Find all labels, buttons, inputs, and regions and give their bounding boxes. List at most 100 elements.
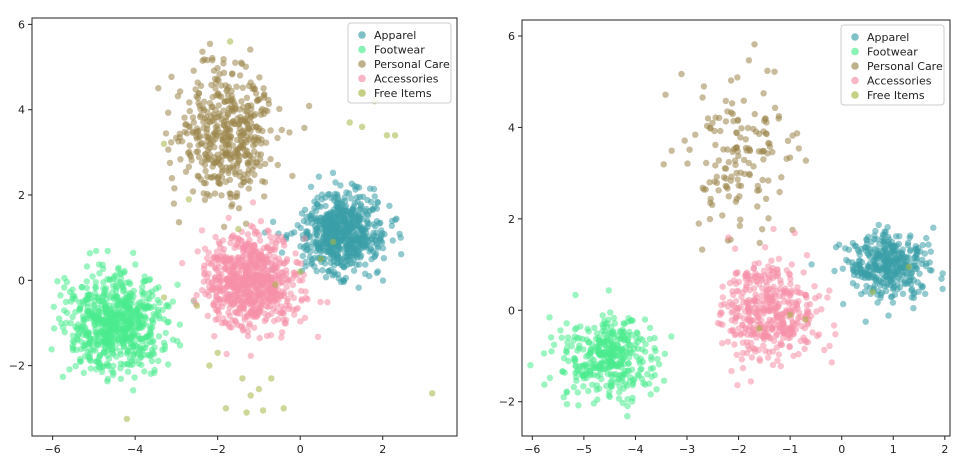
data-point <box>856 248 863 255</box>
data-point <box>231 279 238 286</box>
data-point <box>802 337 809 344</box>
data-point <box>761 244 769 251</box>
data-point <box>733 195 740 202</box>
data-point <box>253 313 260 320</box>
data-point <box>912 243 919 250</box>
data-point <box>231 296 239 303</box>
data-point <box>899 246 906 253</box>
data-point <box>261 193 268 200</box>
legend-box <box>840 24 945 106</box>
data-point <box>148 346 156 353</box>
data-point <box>201 196 209 203</box>
data-point <box>730 146 738 153</box>
data-point <box>211 333 218 340</box>
data-point <box>130 249 137 256</box>
data-point <box>759 226 766 233</box>
data-point <box>916 270 923 277</box>
data-point <box>926 266 934 274</box>
data-point <box>720 146 727 153</box>
data-point <box>906 248 914 255</box>
data-point <box>614 342 622 349</box>
data-point <box>568 342 575 350</box>
data-point <box>212 128 220 135</box>
data-point <box>216 70 223 78</box>
data-point <box>731 341 738 348</box>
data-point <box>899 254 906 262</box>
data-point <box>764 67 771 75</box>
data-point <box>89 273 96 280</box>
data-point <box>904 239 912 247</box>
data-point <box>215 77 222 84</box>
data-point <box>719 340 726 347</box>
data-point <box>563 401 571 408</box>
data-point <box>198 227 206 234</box>
data-point <box>165 146 172 153</box>
data-point <box>580 383 587 390</box>
data-point <box>775 351 782 358</box>
data-point <box>279 329 286 336</box>
data-point <box>104 309 111 316</box>
data-point <box>186 99 193 106</box>
data-point <box>262 276 269 283</box>
data-point <box>585 339 592 346</box>
data-point <box>237 182 245 189</box>
data-point <box>204 312 211 319</box>
legend-marker <box>358 45 366 54</box>
data-point <box>599 312 606 319</box>
data-point <box>151 366 158 374</box>
y-tick-label: 4 <box>508 121 515 134</box>
data-point <box>227 259 235 266</box>
data-point <box>165 361 172 368</box>
data-point <box>771 68 778 75</box>
data-point <box>585 387 592 395</box>
data-point <box>121 267 128 275</box>
y-tick-label: 6 <box>508 30 515 43</box>
data-point <box>83 278 91 285</box>
data-point <box>875 221 882 229</box>
data-point <box>748 354 756 361</box>
data-point <box>291 269 299 277</box>
data-point <box>366 185 374 192</box>
legend-label: Footwear <box>374 44 425 57</box>
data-point <box>598 361 605 368</box>
data-point <box>755 312 762 319</box>
data-point <box>216 161 224 168</box>
data-point <box>111 273 118 280</box>
data-point <box>349 205 357 212</box>
data-point <box>713 173 720 180</box>
data-point <box>605 287 612 294</box>
data-point <box>154 296 161 304</box>
data-point <box>751 304 758 311</box>
data-point <box>907 232 914 239</box>
data-point <box>633 335 640 342</box>
data-point <box>353 194 361 201</box>
data-point <box>121 310 128 317</box>
data-point <box>647 391 654 398</box>
data-point <box>910 305 917 312</box>
data-point <box>582 362 590 369</box>
data-point <box>648 373 655 380</box>
data-point <box>760 267 768 275</box>
data-point <box>914 248 921 255</box>
data-point <box>251 148 258 155</box>
data-point <box>308 256 316 263</box>
data-point <box>267 233 274 241</box>
data-point <box>318 214 325 222</box>
data-point <box>734 74 741 81</box>
data-point <box>77 358 84 365</box>
data-point <box>719 294 727 301</box>
data-point <box>620 332 628 340</box>
data-point <box>626 341 634 349</box>
data-point <box>839 265 846 272</box>
data-point <box>872 262 879 270</box>
data-point <box>200 118 207 126</box>
data-point <box>255 385 263 393</box>
data-point <box>563 389 570 396</box>
data-point <box>889 264 896 272</box>
data-point <box>749 327 756 334</box>
data-point <box>575 402 582 409</box>
data-point <box>208 157 216 164</box>
data-point <box>605 353 612 361</box>
data-point <box>91 322 98 329</box>
data-point <box>92 247 100 255</box>
